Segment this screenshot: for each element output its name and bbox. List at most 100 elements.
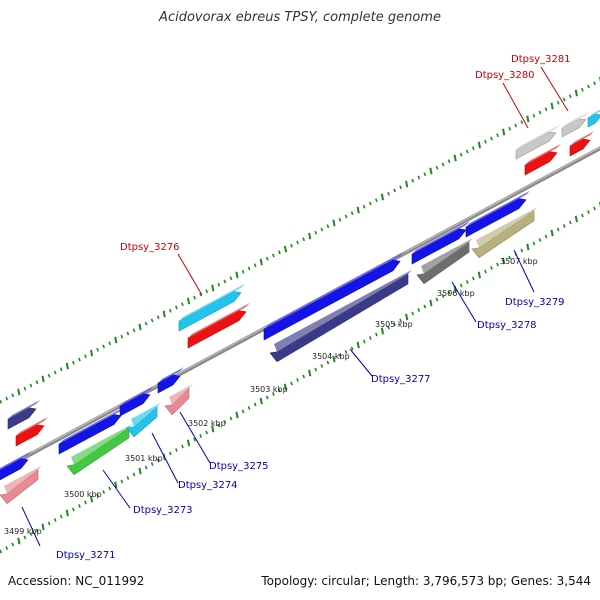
accession-text: Accession: NC_011992: [8, 574, 145, 588]
outer-track-tick: [229, 276, 233, 281]
gene-arrow-blue-3500-body: [58, 414, 122, 455]
inner-track-tick: [447, 290, 451, 295]
outer-track-tick: [78, 357, 81, 362]
inner-track-tick: [247, 406, 251, 410]
inner-track-tick: [362, 339, 366, 344]
scale-label: 3500 kbp: [64, 490, 102, 499]
inner-track-tick: [375, 332, 378, 337]
gene-label-dtpsy-3271: Dtpsy_3271: [56, 550, 116, 561]
gene-arrow-navy-left-highlight: [8, 399, 40, 419]
gene-arrow-red-left: [15, 416, 48, 447]
outer-track-tick: [441, 162, 445, 167]
gene-arrow-dtpsy-3280-body: [515, 131, 557, 160]
outer-track-tick: [587, 84, 590, 89]
outer-track-tick: [186, 297, 191, 305]
outer-track-tick: [59, 367, 63, 372]
outer-track-tick: [205, 289, 209, 294]
outer-track-tick: [380, 193, 385, 201]
inner-track-tick: [429, 299, 433, 307]
outer-track-tick: [65, 362, 69, 370]
inner-track-tick: [538, 238, 542, 242]
gene-arrow-blue-3506: [411, 221, 470, 265]
inner-track-tick: [72, 507, 75, 512]
inner-track-tick: [65, 509, 69, 517]
inner-track-tick: [356, 341, 360, 349]
outer-track-tick: [302, 237, 306, 242]
outer-track-tick: [423, 172, 427, 177]
scale-label: 3507 kbp: [500, 257, 538, 266]
gene-arrow-red-3: [569, 131, 594, 157]
inner-track-tick: [435, 297, 439, 302]
outer-track-tick: [405, 180, 409, 188]
inner-track-tick: [484, 269, 487, 274]
inner-track-tick: [550, 229, 554, 237]
gene-label-dtpsy-3279: Dtpsy_3279: [505, 297, 565, 308]
inner-track-tick: [308, 369, 312, 377]
gene-arrow-dtpsy-3281: [561, 111, 590, 138]
gene-arrow-dtpsy-3275-body: [164, 387, 190, 416]
inner-track-tick: [380, 327, 385, 335]
scale-label: 3502 kbp: [188, 419, 226, 428]
outer-track-tick: [471, 146, 475, 151]
outer-track-tick: [72, 360, 75, 365]
gene-arrow-dtpsy-3277: [269, 269, 412, 363]
gene-arrow-dtpsy-3273-highlight: [71, 423, 133, 465]
gene-arrow-dtpsy-3279: [471, 206, 538, 259]
inner-track-tick: [35, 528, 39, 533]
outer-track-tick: [490, 136, 493, 141]
inner-track-tick: [41, 523, 45, 531]
inner-track-tick: [283, 383, 288, 391]
outer-track-tick: [453, 154, 457, 162]
gene-label-dtpsy-3276: Dtpsy_3276: [120, 242, 180, 253]
outer-track-tick: [332, 219, 336, 227]
outer-track-tick: [484, 139, 487, 144]
gene-arrow-red-1: [187, 302, 250, 349]
inner-track-tick: [168, 451, 172, 456]
gene-arrow-red-2-highlight: [525, 143, 561, 165]
gene-arrow-dtpsy-3280-highlight: [516, 124, 560, 150]
inner-track-tick: [441, 294, 445, 298]
inner-track-tick: [405, 313, 409, 321]
inner-track-tick: [490, 266, 493, 270]
gene-arrow-blue-3507: [465, 190, 530, 238]
gene-arrow-dtpsy-3277-body: [269, 273, 409, 363]
inner-track-tick: [186, 439, 191, 447]
gene-arrow-blue-3501: [119, 385, 154, 417]
inner-track-tick: [574, 215, 578, 223]
inner-track-tick: [568, 220, 572, 225]
inner-track-tick: [477, 271, 481, 279]
outer-track-tick: [556, 100, 560, 105]
outer-track-tick: [574, 89, 578, 97]
outer-track-tick: [296, 240, 299, 245]
inner-track-tick: [211, 425, 215, 433]
gene-arrow-blue-3502: [157, 367, 184, 394]
inner-track-tick: [581, 213, 584, 218]
gene-arrow-dtpsy-3281-body: [561, 118, 587, 138]
inner-track-tick: [199, 434, 202, 438]
scale-labels: 3499 kbp 3500 kbp 3501 kbp 3502 kbp 3503 kbp…: [4, 257, 538, 536]
outer-track-tick: [399, 185, 402, 190]
gene-arrow-dtpsy-3281-highlight: [562, 111, 590, 128]
outer-track-tick: [175, 305, 178, 310]
gene-label-dtpsy-3277: Dtpsy_3277: [371, 374, 431, 385]
gene-arrow-blue-3506-highlight: [412, 221, 470, 254]
gene-label-dtpsy-3281: Dtpsy_3281: [511, 54, 571, 65]
inner-track-tick: [471, 276, 475, 281]
outer-track-tick: [89, 349, 94, 357]
outer-track-tick: [247, 266, 251, 271]
leader-dtpsy-3274: [151, 432, 179, 484]
inner-track-tick: [314, 367, 318, 372]
gene-arrow-dtpsy-3276-body: [178, 291, 242, 332]
outer-track-tick: [477, 141, 481, 149]
gene-label-dtpsy-3275: Dtpsy_3275: [209, 461, 269, 472]
outer-track-tick: [356, 206, 360, 214]
inner-track-tick: [59, 514, 63, 519]
gene-arrow-dtpsy-3275-highlight: [169, 384, 193, 405]
inner-track-tick: [368, 336, 372, 340]
inner-track-tick: [96, 493, 99, 498]
inner-track-tick: [241, 409, 245, 414]
gene-label-dtpsy-3274: Dtpsy_3274: [178, 480, 238, 491]
inner-track-tick: [108, 486, 112, 491]
